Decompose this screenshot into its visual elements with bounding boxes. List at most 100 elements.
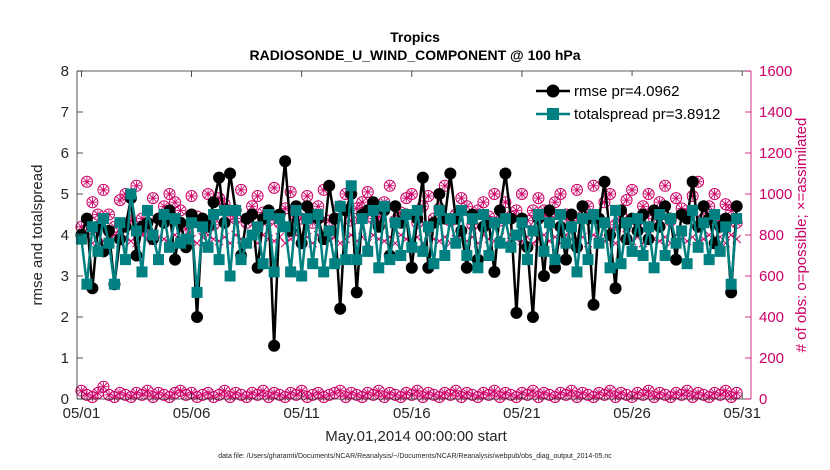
totalspread-point: [621, 217, 633, 229]
totalspread-point: [290, 204, 302, 216]
totalspread-point: [670, 237, 682, 249]
totalspread-point: [582, 254, 594, 266]
rmse-point: [587, 298, 600, 311]
obs-circle: [86, 196, 99, 209]
obs-possible-marker: [642, 188, 655, 200]
rmse-point: [433, 188, 446, 200]
totalspread-point: [494, 237, 506, 249]
rmse-point: [598, 175, 611, 188]
totalspread-point: [340, 254, 352, 266]
obs-circle: [251, 190, 264, 203]
obs-possible-marker: [670, 192, 683, 205]
obs-possible-marker: [202, 188, 215, 200]
totalspread-point: [323, 225, 335, 237]
totalspread-point: [643, 221, 655, 233]
axes: 05/01 05/06 05/11 05/16 05/21 05/26 05/3101234…: [61, 63, 793, 422]
obs-circle: [659, 179, 672, 192]
obs-possible-marker: [554, 188, 567, 200]
rmse-point: [609, 282, 622, 295]
totalspread-point: [538, 245, 550, 257]
obs-possible-marker: [488, 188, 501, 200]
totalspread-point: [411, 204, 423, 216]
totalspread-point: [450, 237, 462, 249]
totalspread-point: [356, 213, 368, 225]
totalspread-point: [235, 254, 247, 266]
totalspread-point: [665, 213, 677, 225]
totalspread-point: [720, 221, 732, 233]
rmse-point: [499, 167, 512, 180]
totalspread-point: [565, 221, 577, 233]
legend: rmse pr=4.0962 totalspread pr=3.8912: [532, 76, 744, 126]
obs-circle: [455, 192, 468, 205]
y-tick-right-label: 1600: [759, 63, 792, 80]
obs-possible-marker: [730, 386, 743, 399]
obs-possible-marker: [515, 188, 528, 200]
totalspread-point: [152, 254, 164, 266]
totalspread-point: [676, 225, 688, 237]
y-tick-right-label: 0: [759, 391, 767, 408]
rmse-point: [334, 302, 347, 315]
totalspread-point: [147, 229, 159, 241]
totalspread-point: [510, 229, 522, 241]
obs-circle: [235, 183, 248, 196]
obs-possible-marker: [532, 192, 545, 205]
obs-possible-marker: [570, 183, 583, 196]
obs-possible-marker: [295, 384, 308, 397]
legend-rmse-label: rmse pr=4.0962: [574, 83, 679, 100]
obs-circle: [130, 179, 143, 192]
obs-possible-marker: [130, 179, 143, 192]
totalspread-point: [263, 209, 275, 220]
x-tick-label: 05/06: [173, 405, 211, 422]
obs-possible-marker: [163, 188, 176, 200]
y-tick-right-label: 800: [759, 227, 784, 244]
totalspread-point: [186, 217, 198, 229]
totalspread-point: [417, 245, 429, 257]
totalspread-point: [444, 213, 456, 225]
y-axis-label: rmse and totalspread: [29, 165, 46, 306]
totalspread-point: [703, 254, 715, 266]
totalspread-point: [141, 204, 153, 216]
rmse-point: [697, 200, 710, 213]
totalspread-point: [554, 209, 566, 220]
totalspread-point: [384, 254, 396, 266]
obs-x-stroke: [110, 230, 119, 240]
rmse-point: [207, 196, 220, 209]
totalspread-point: [219, 204, 231, 216]
rmse-point: [213, 171, 226, 184]
totalspread-point: [213, 254, 225, 266]
totalspread-point: [593, 237, 605, 249]
obs-possible-marker: [620, 194, 633, 207]
obs-possible-marker: [268, 181, 281, 194]
rmse-point: [444, 167, 457, 180]
totalspread-point: [301, 213, 313, 225]
data-file-footnote: data file: /Users/gharamti/Documents/NCA…: [218, 453, 612, 460]
x-tick-label: 05/21: [503, 405, 541, 422]
totalspread-point: [373, 262, 385, 274]
totalspread-point: [114, 217, 126, 229]
obs-circle: [587, 179, 600, 192]
totalspread-point: [97, 213, 109, 225]
obs-circle: [97, 183, 110, 196]
rmse-point: [559, 253, 572, 266]
obs-possible-marker: [675, 388, 688, 401]
totalspread-point: [75, 233, 87, 245]
totalspread-point: [252, 221, 264, 233]
obs-possible-marker: [361, 185, 374, 198]
totalspread-point: [406, 241, 418, 253]
obs-possible-marker: [477, 196, 490, 209]
totalspread-point: [505, 241, 517, 253]
x-tick-label: 05/31: [723, 405, 761, 422]
totalspread-point: [687, 204, 699, 216]
obs-possible-marker: [587, 179, 600, 192]
totalspread-point: [466, 213, 478, 225]
rmse-point: [686, 175, 699, 188]
obs-possible-marker: [405, 188, 418, 200]
totalspread-point: [455, 204, 467, 216]
totalspread-point: [296, 270, 308, 282]
totalspread-point: [119, 254, 131, 266]
obs-circle: [598, 196, 611, 209]
rmse-point: [224, 167, 237, 180]
obs-possible-marker: [708, 188, 721, 200]
totalspread-point: [208, 209, 220, 220]
x-tick-label: 05/11: [283, 405, 319, 422]
